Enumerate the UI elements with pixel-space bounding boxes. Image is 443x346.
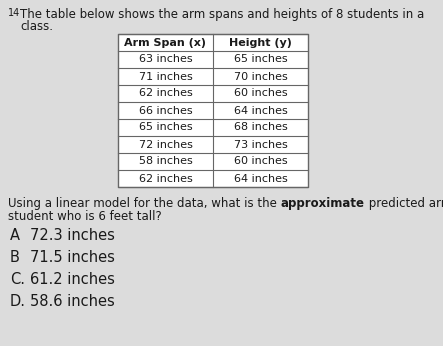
- Text: C.: C.: [10, 272, 25, 287]
- Text: 64 inches: 64 inches: [233, 106, 288, 116]
- Text: 72.3 inches: 72.3 inches: [30, 228, 115, 243]
- Text: 14: 14: [8, 8, 20, 18]
- Text: 60 inches: 60 inches: [234, 89, 288, 99]
- Text: Arm Span (x): Arm Span (x): [124, 37, 206, 47]
- Text: Height (y): Height (y): [229, 37, 292, 47]
- Text: 60 inches: 60 inches: [234, 156, 288, 166]
- Text: 65 inches: 65 inches: [139, 122, 192, 133]
- Text: 71 inches: 71 inches: [139, 72, 192, 82]
- Text: Using a linear model for the data, what is the: Using a linear model for the data, what …: [8, 197, 280, 210]
- Text: 63 inches: 63 inches: [139, 55, 192, 64]
- Text: 64 inches: 64 inches: [233, 173, 288, 183]
- Text: B: B: [10, 250, 20, 265]
- Text: 65 inches: 65 inches: [234, 55, 288, 64]
- Text: 62 inches: 62 inches: [139, 173, 192, 183]
- Text: approximate: approximate: [280, 197, 365, 210]
- Text: 66 inches: 66 inches: [139, 106, 192, 116]
- Text: 58.6 inches: 58.6 inches: [30, 294, 115, 309]
- Text: 73 inches: 73 inches: [233, 139, 288, 149]
- Text: 72 inches: 72 inches: [139, 139, 192, 149]
- Bar: [118, 34, 308, 187]
- Text: 61.2 inches: 61.2 inches: [30, 272, 115, 287]
- Text: D.: D.: [10, 294, 26, 309]
- Text: A: A: [10, 228, 20, 243]
- Text: predicted arm span of a: predicted arm span of a: [365, 197, 443, 210]
- Text: student who is 6 feet tall?: student who is 6 feet tall?: [8, 210, 162, 223]
- Text: 71.5 inches: 71.5 inches: [30, 250, 115, 265]
- Text: The table below shows the arm spans and heights of 8 students in a: The table below shows the arm spans and …: [20, 8, 424, 21]
- Text: class.: class.: [20, 20, 53, 33]
- Text: 62 inches: 62 inches: [139, 89, 192, 99]
- Text: 58 inches: 58 inches: [139, 156, 192, 166]
- Text: 70 inches: 70 inches: [233, 72, 288, 82]
- Text: 68 inches: 68 inches: [233, 122, 288, 133]
